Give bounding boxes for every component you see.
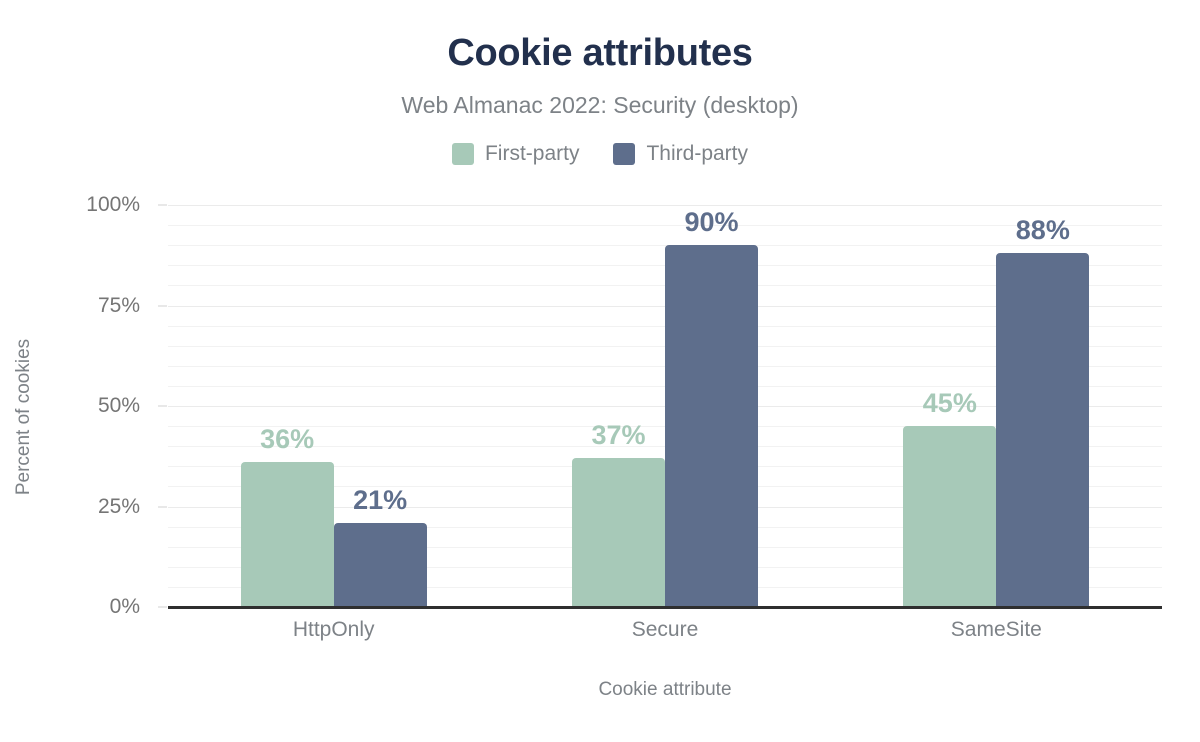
bar-group-secure: 37% 90%	[499, 205, 830, 607]
bar-groups: 36% 21% 37% 90% 45% 88%	[168, 205, 1162, 607]
bar-httponly-third-party[interactable]: 21%	[333, 205, 427, 607]
bar-samesite-third-party[interactable]: 88%	[996, 205, 1090, 607]
y-axis-tick-mark	[158, 204, 167, 206]
y-axis-tick-label: 100%	[86, 193, 140, 216]
bar-rect[interactable]	[240, 462, 334, 607]
y-axis-tick-mark	[158, 305, 167, 306]
chart-title: Cookie attributes	[447, 32, 753, 74]
x-axis-tick-label: HttpOnly	[292, 618, 375, 641]
y-axis-tick-label: 75%	[97, 293, 140, 317]
legend-item-third-party[interactable]: Third-party	[613, 142, 748, 166]
bar-secure-first-party[interactable]: 37%	[571, 205, 665, 607]
bar-rect[interactable]	[571, 458, 665, 607]
y-axis-tick-label: 50%	[97, 394, 140, 417]
bar-samesite-first-party[interactable]: 45%	[903, 205, 997, 607]
bar-value-label: 45%	[922, 388, 977, 419]
bar-httponly-first-party[interactable]: 36%	[240, 205, 334, 607]
x-axis-tick-label: Secure	[631, 618, 699, 641]
bar-value-label: 36%	[260, 424, 315, 455]
bar-rect[interactable]	[333, 522, 427, 607]
y-axis-title: Percent of cookies	[13, 338, 34, 496]
legend-swatch-icon	[613, 143, 636, 165]
x-axis-tick-label: SameSite	[950, 618, 1042, 641]
x-axis-title: Cookie attribute	[598, 679, 732, 700]
bar-value-label: 21%	[353, 484, 408, 515]
bar-rect[interactable]	[996, 253, 1090, 607]
legend-label: Third-party	[646, 142, 749, 165]
bar-group-samesite: 45% 88%	[831, 205, 1162, 607]
y-axis-ticks: 0% 25% 50% 75% 100%	[0, 193, 167, 618]
chart-legend: First-party Third-party	[0, 142, 1200, 166]
bar-secure-third-party[interactable]: 90%	[664, 205, 758, 607]
x-axis-labels: HttpOnly Secure SameSite	[168, 617, 1162, 643]
legend-swatch-icon	[451, 143, 474, 165]
legend-item-first-party[interactable]: First-party	[451, 142, 580, 166]
y-axis-tick-label: 25%	[97, 494, 140, 518]
x-axis-baseline	[168, 606, 1162, 609]
bar-rect[interactable]	[903, 426, 997, 607]
chart-subtitle: Web Almanac 2022: Security (desktop)	[401, 92, 799, 118]
legend-label: First-party	[484, 142, 580, 165]
y-axis-tick-mark	[158, 506, 167, 507]
bar-value-label: 90%	[684, 207, 739, 238]
bar-rect[interactable]	[664, 245, 758, 607]
y-axis-tick-mark	[158, 606, 167, 608]
y-axis-tick-label: 0%	[109, 595, 140, 618]
bar-value-label: 37%	[591, 420, 646, 451]
bar-group-httponly: 36% 21%	[168, 205, 499, 607]
bar-value-label: 88%	[1015, 215, 1070, 246]
y-axis-tick-mark	[158, 405, 167, 407]
